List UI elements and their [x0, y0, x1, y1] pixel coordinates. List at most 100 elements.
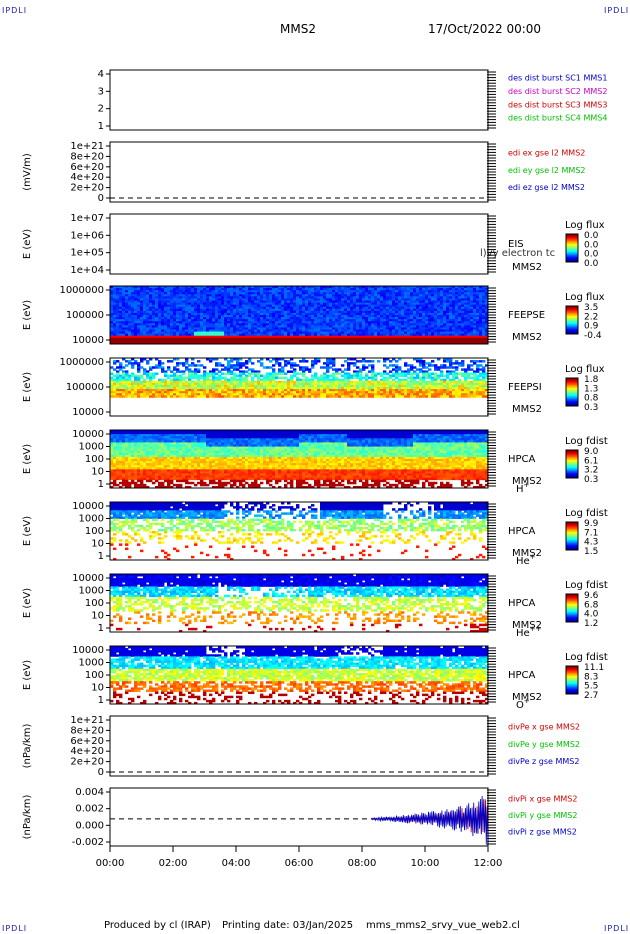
spectrogram-cell — [299, 372, 303, 375]
spectrogram-cell — [119, 331, 123, 335]
y-tick-label: 2e+20 — [70, 183, 104, 194]
spectrogram-cell — [131, 308, 135, 312]
spectrogram-cell — [149, 319, 153, 322]
spectrogram-cell — [209, 319, 213, 322]
spectrogram-cell — [296, 302, 300, 306]
spectrogram-cell — [281, 335, 285, 339]
colorbar-label: 0.0 — [584, 240, 599, 250]
spectrogram-cell — [275, 296, 279, 299]
spectrogram-cell — [194, 292, 198, 295]
spectrogram-cell — [257, 325, 261, 328]
spectrogram-cell — [206, 296, 210, 299]
spectrogram-cell — [302, 339, 306, 343]
colorbar-cell — [566, 239, 578, 242]
spectrogram-cell — [335, 372, 339, 375]
spectrogram-cell — [212, 304, 216, 308]
spectrogram-cell — [158, 290, 162, 293]
spectrogram-cell — [269, 308, 273, 312]
spectrogram-cell — [290, 288, 294, 291]
spectrogram-cell — [287, 292, 291, 295]
spectrogram-cell — [245, 329, 249, 332]
spectrogram-cell — [206, 331, 210, 335]
spectrogram-cell — [116, 310, 120, 314]
spectrogram-cell — [290, 329, 294, 332]
spectrogram-cell — [155, 302, 159, 306]
spectrogram-cell — [296, 310, 300, 314]
spectrogram-cell — [161, 302, 165, 306]
spectrogram-cell — [128, 321, 132, 324]
spectrogram-cell — [287, 304, 291, 308]
spectrogram-cell — [278, 339, 282, 343]
spectrogram-cell — [335, 395, 339, 398]
spectrogram-cell — [158, 310, 162, 314]
spectrogram-cell — [200, 339, 204, 343]
spectrogram-cell — [212, 288, 216, 291]
spectrogram-cell — [299, 317, 303, 320]
spectrogram-cell — [239, 298, 243, 301]
spectrogram-cell — [263, 290, 267, 293]
spectrogram-cell — [230, 290, 234, 293]
spectrogram-cell — [194, 310, 198, 314]
spectrogram-cell — [128, 315, 132, 318]
spectrogram-cell — [308, 308, 312, 312]
spectrogram-cell — [266, 300, 270, 303]
spectrogram-cell — [248, 294, 252, 297]
spectrogram-cell — [368, 364, 372, 367]
spectrogram-cell — [146, 302, 150, 306]
spectrogram-cell — [212, 294, 216, 297]
spectrogram-cell — [188, 317, 192, 320]
spectrogram-cell — [368, 360, 372, 363]
spectrogram-cell — [323, 302, 327, 306]
spectrogram-cell — [224, 337, 228, 341]
spectrogram-cell — [296, 325, 300, 328]
spectrogram-cell — [311, 317, 315, 320]
spectrogram-cell — [158, 366, 162, 369]
spectrogram-cell — [170, 300, 174, 303]
spectrogram-cell — [257, 327, 261, 330]
spectrogram-cell — [296, 327, 300, 330]
spectrogram-cell — [263, 298, 267, 301]
spectrogram-cell — [155, 337, 159, 341]
spectrogram-cell — [257, 341, 261, 345]
spectrogram-cell — [221, 304, 225, 308]
spectrogram-cell — [245, 308, 249, 312]
spectrogram-cell — [320, 327, 324, 330]
spectrogram-cell — [119, 292, 123, 295]
spectrogram-cell — [179, 325, 183, 328]
spectrogram-cell — [209, 360, 213, 363]
spectrogram-cell — [152, 327, 156, 330]
spectrogram-cell — [320, 315, 324, 318]
spectrogram-cell — [356, 376, 360, 380]
spectrogram-cell — [140, 306, 144, 310]
spectrogram-cell — [236, 298, 240, 301]
spectrogram-cell — [284, 310, 288, 314]
spectrogram-cell — [221, 294, 225, 297]
spectrogram-cell — [308, 288, 312, 291]
spectrogram-cell — [152, 308, 156, 312]
spectrogram-cell — [248, 323, 252, 326]
spectrogram-cell — [320, 323, 324, 326]
spectrogram-cell — [191, 321, 195, 324]
spectrogram-cell — [188, 364, 192, 367]
spectrogram-cell — [146, 292, 150, 295]
spectrogram-cell — [146, 327, 150, 330]
spectrogram-cell — [215, 292, 219, 295]
spectrogram-cell — [263, 329, 267, 332]
spectrogram-cell — [305, 360, 309, 363]
spectrogram-cell — [182, 329, 186, 332]
spectrogram-cell — [119, 329, 123, 332]
spectrogram-cell — [158, 296, 162, 299]
spectrogram-cell — [185, 395, 189, 398]
spectrogram-cell — [320, 329, 324, 332]
spectrogram-cell — [113, 306, 117, 310]
spectrogram-cell — [122, 317, 126, 320]
spectrogram-cell — [170, 333, 174, 337]
spectrogram-cell — [206, 310, 210, 314]
spectrogram-cell — [128, 312, 132, 316]
colorbar-title: Log flux — [565, 220, 605, 231]
spectrogram-cell — [197, 306, 201, 310]
spectrogram-cell — [320, 395, 324, 398]
spectrogram-cell — [248, 329, 252, 332]
spectrogram-cell — [233, 327, 237, 330]
